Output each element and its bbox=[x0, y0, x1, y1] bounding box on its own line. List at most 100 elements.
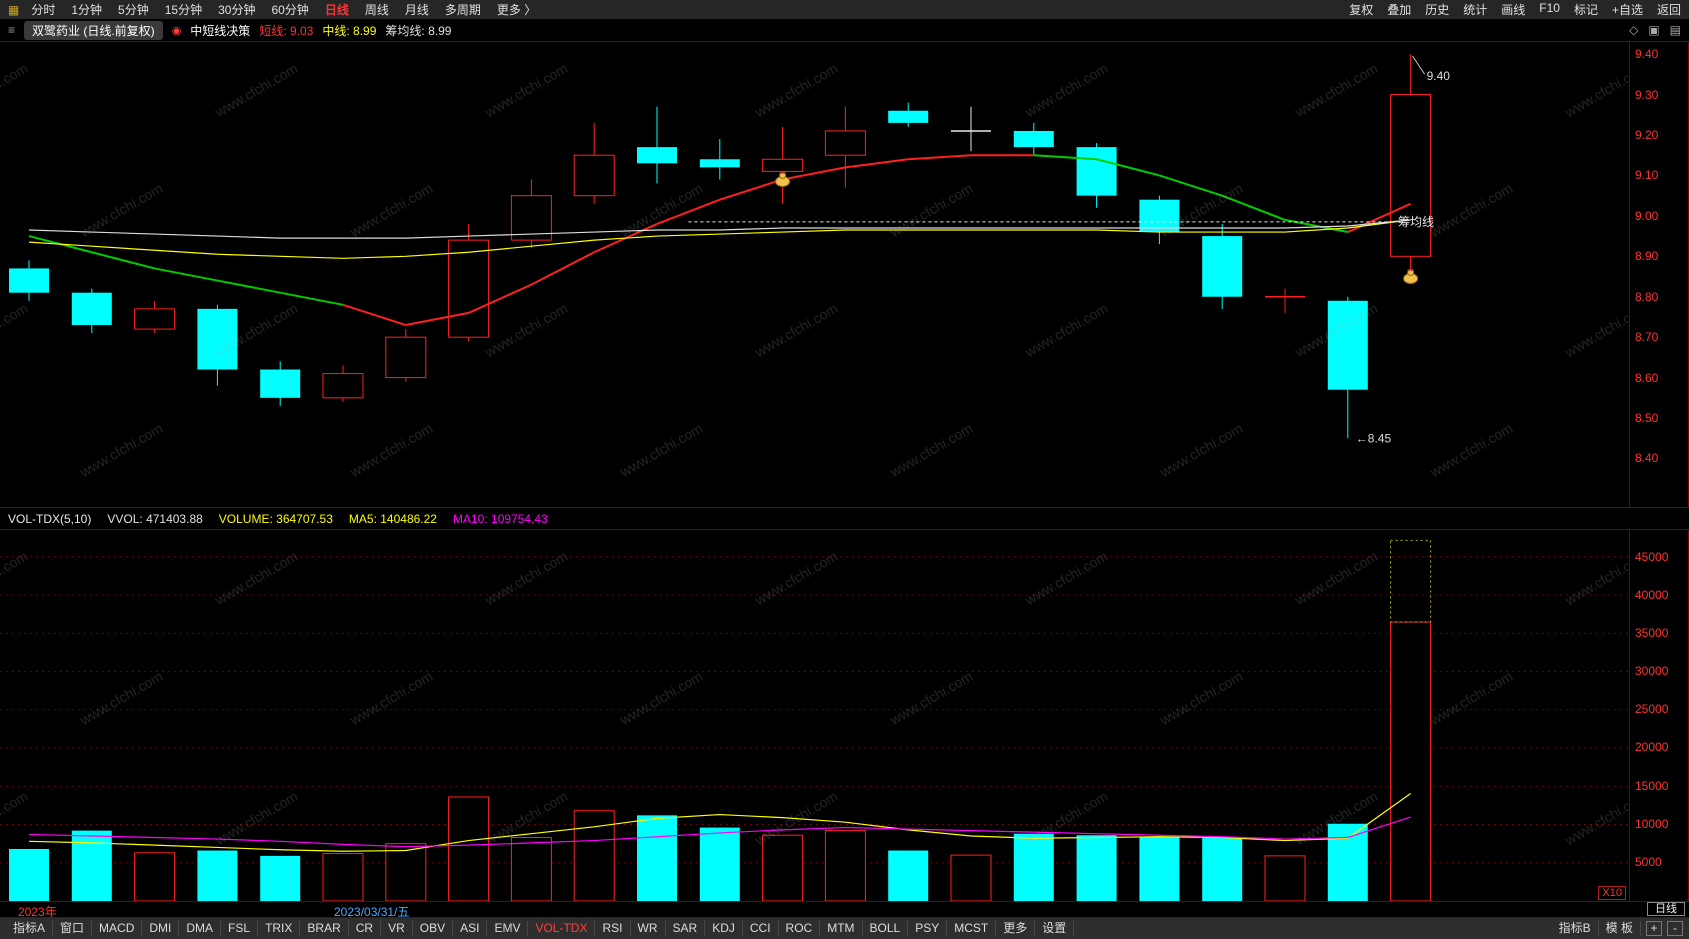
volume-bar[interactable] bbox=[762, 834, 804, 901]
tool-item-8[interactable]: 返回 bbox=[1656, 3, 1681, 17]
timeframe-item-1[interactable]: 1分钟 bbox=[71, 3, 103, 17]
tool-item-1[interactable]: 叠加 bbox=[1387, 3, 1412, 17]
candle-body[interactable] bbox=[637, 147, 677, 164]
volume-bar[interactable] bbox=[1264, 855, 1306, 901]
volume-bar[interactable] bbox=[699, 827, 740, 901]
candle-body[interactable] bbox=[1390, 94, 1432, 257]
candle-body[interactable] bbox=[510, 195, 552, 241]
bottombar-left-item-1[interactable]: 窗口 bbox=[53, 921, 93, 936]
tool-item-7[interactable]: +自选 bbox=[1611, 3, 1643, 17]
candle-body[interactable] bbox=[71, 292, 112, 326]
stock-title[interactable]: 双鹭药业 (日线.前复权) bbox=[24, 20, 163, 40]
indicator-item-16[interactable]: CCI bbox=[743, 921, 779, 936]
tool-item-0[interactable]: 复权 bbox=[1349, 3, 1374, 17]
indicator-name[interactable]: 中短线决策 bbox=[190, 23, 251, 38]
volume-indicator-name[interactable]: VOL-TDX(5,10) bbox=[8, 511, 92, 526]
candle-body[interactable] bbox=[1139, 199, 1180, 233]
period-label[interactable]: 日线 bbox=[1647, 902, 1685, 916]
volume-bar[interactable] bbox=[9, 848, 49, 901]
timeframe-item-4[interactable]: 30分钟 bbox=[218, 3, 256, 17]
volume-bar[interactable] bbox=[888, 850, 929, 901]
stock-menu-icon[interactable]: ≡ bbox=[8, 23, 16, 37]
volume-bar[interactable] bbox=[134, 852, 176, 901]
candle-body[interactable] bbox=[448, 239, 490, 338]
price-chart-area[interactable]: 筹均线 9.40 ←8.45 www.cfchi.com www.cfchi.com w… bbox=[0, 42, 1629, 507]
indicator-item-7[interactable]: VR bbox=[381, 921, 413, 936]
volume-bar[interactable] bbox=[573, 810, 615, 901]
indicator-item-23[interactable]: 设置 bbox=[1035, 921, 1075, 936]
indicator-item-9[interactable]: ASI bbox=[453, 921, 488, 936]
buy-signal-icon[interactable] bbox=[775, 171, 791, 187]
candle-body[interactable] bbox=[322, 373, 364, 399]
indicator-item-14[interactable]: SAR bbox=[666, 921, 706, 936]
volume-bar[interactable] bbox=[637, 815, 677, 901]
indicator-item-6[interactable]: CR bbox=[349, 921, 382, 936]
volume-bar[interactable] bbox=[1139, 837, 1180, 901]
indicator-item-17[interactable]: ROC bbox=[779, 921, 821, 936]
add-indicator-button[interactable]: + bbox=[1646, 921, 1662, 936]
indicator-item-18[interactable]: MTM bbox=[820, 921, 863, 936]
bottombar-right-item-1[interactable]: 模 板 bbox=[1599, 921, 1641, 936]
volume-bar[interactable] bbox=[1013, 833, 1054, 901]
indicator-item-19[interactable]: BOLL bbox=[863, 921, 909, 936]
volume-bar[interactable] bbox=[824, 830, 866, 901]
indicator-item-1[interactable]: DMI bbox=[142, 921, 180, 936]
volume-bar[interactable] bbox=[1327, 823, 1368, 901]
candle-body[interactable] bbox=[197, 308, 238, 370]
candle-body[interactable] bbox=[573, 154, 615, 197]
tool-item-4[interactable]: 画线 bbox=[1501, 3, 1526, 17]
volume-bar[interactable] bbox=[510, 837, 552, 901]
timeframe-item-5[interactable]: 60分钟 bbox=[271, 3, 309, 17]
indicator-item-4[interactable]: TRIX bbox=[258, 921, 301, 936]
volume-bar[interactable] bbox=[71, 830, 112, 901]
volume-bar[interactable] bbox=[1202, 837, 1243, 901]
candle-body[interactable] bbox=[1013, 130, 1054, 148]
candle-body[interactable] bbox=[9, 268, 49, 293]
timeframe-item-8[interactable]: 月线 bbox=[404, 3, 429, 17]
volume-bar[interactable] bbox=[385, 843, 427, 901]
timeframe-item-7[interactable]: 周线 bbox=[364, 3, 389, 17]
volume-bar[interactable] bbox=[1076, 835, 1117, 901]
indicator-item-5[interactable]: BRAR bbox=[300, 921, 349, 936]
timeframe-item-0[interactable]: 分时 bbox=[31, 3, 56, 17]
window-icon[interactable]: ▣ bbox=[1648, 23, 1660, 37]
candle-body[interactable] bbox=[1327, 300, 1368, 390]
volume-bar[interactable] bbox=[950, 854, 992, 901]
timeframe-item-3[interactable]: 15分钟 bbox=[164, 3, 203, 17]
volume-bar[interactable] bbox=[448, 796, 490, 901]
indicator-item-0[interactable]: MACD bbox=[92, 921, 143, 936]
indicator-item-3[interactable]: FSL bbox=[221, 921, 259, 936]
tool-item-5[interactable]: F10 bbox=[1539, 1, 1560, 15]
volume-chart-area[interactable]: www.cfchi.com www.cfchi.com www.cfchi.com w… bbox=[0, 530, 1629, 901]
indicator-item-22[interactable]: 更多 bbox=[996, 921, 1036, 936]
panel-icon[interactable]: ▤ bbox=[1669, 23, 1681, 37]
volume-bar[interactable] bbox=[1390, 621, 1432, 901]
volume-bar[interactable] bbox=[197, 850, 238, 901]
candle-body[interactable] bbox=[134, 308, 176, 330]
candle-body[interactable] bbox=[824, 130, 866, 156]
candle-body[interactable] bbox=[260, 369, 301, 398]
candle-body[interactable] bbox=[699, 159, 740, 168]
indicator-item-20[interactable]: PSY bbox=[908, 921, 948, 936]
timeframe-item-6[interactable]: 日线 bbox=[324, 3, 349, 17]
buy-signal-icon[interactable] bbox=[1403, 269, 1419, 285]
diamond-icon[interactable]: ◇ bbox=[1629, 23, 1639, 37]
bottombar-right-item-0[interactable]: 指标B bbox=[1552, 921, 1599, 936]
timeframe-item-2[interactable]: 5分钟 bbox=[118, 3, 149, 17]
candle-body[interactable] bbox=[1076, 147, 1117, 196]
indicator-item-15[interactable]: KDJ bbox=[705, 921, 743, 936]
tool-item-3[interactable]: 统计 bbox=[1463, 3, 1488, 17]
indicator-item-10[interactable]: EMV bbox=[487, 921, 529, 936]
timeframe-item-10[interactable]: 更多 〉 bbox=[496, 3, 537, 17]
volume-bar[interactable] bbox=[260, 855, 301, 901]
candle-body[interactable] bbox=[1202, 236, 1243, 297]
tool-item-6[interactable]: 标记 bbox=[1573, 3, 1598, 17]
indicator-item-11[interactable]: VOL-TDX bbox=[528, 921, 596, 936]
candle-body[interactable] bbox=[762, 158, 804, 172]
indicator-item-12[interactable]: RSI bbox=[595, 921, 631, 936]
indicator-item-8[interactable]: OBV bbox=[413, 921, 454, 936]
candle-body[interactable] bbox=[888, 110, 929, 123]
volume-bar[interactable] bbox=[322, 853, 364, 901]
tool-item-2[interactable]: 历史 bbox=[1425, 3, 1450, 17]
bottombar-left-item-0[interactable]: 指标A bbox=[6, 921, 54, 936]
